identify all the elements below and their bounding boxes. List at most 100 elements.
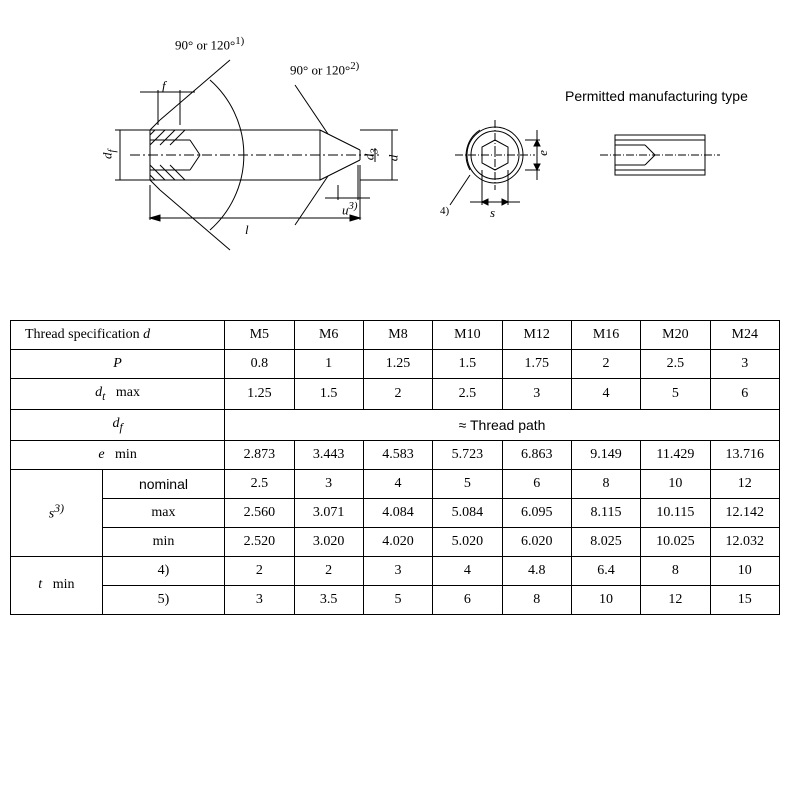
label-s: s3) <box>11 469 103 556</box>
sub-nominal: nominal <box>102 469 224 498</box>
cell: 5 <box>433 469 502 498</box>
cell: 8 <box>641 556 710 585</box>
row-t-4: t min 4) 2 2 3 4 4.8 6.4 8 10 <box>11 556 780 585</box>
cell: 12.142 <box>710 498 779 527</box>
row-s-max: max 2.560 3.071 4.084 5.084 6.095 8.115 … <box>11 498 780 527</box>
col-h-2: M8 <box>363 321 432 350</box>
cell: 12.032 <box>710 527 779 556</box>
cell: 11.429 <box>641 440 710 469</box>
cell: 10 <box>710 556 779 585</box>
col-h-3: M10 <box>433 321 502 350</box>
col-h-7: M24 <box>710 321 779 350</box>
sub-5: 5) <box>102 585 224 614</box>
row-s-min: min 2.520 3.020 4.020 5.020 6.020 8.025 … <box>11 527 780 556</box>
col-h-1: M6 <box>294 321 363 350</box>
cell: 2 <box>225 556 294 585</box>
dim-s: s <box>490 205 495 221</box>
cell: 1.75 <box>502 350 571 379</box>
cell: 2.873 <box>225 440 294 469</box>
cell: 8 <box>502 585 571 614</box>
cell: 8 <box>571 469 640 498</box>
row-df: df ≈ Thread path <box>11 409 780 440</box>
col-h-4: M12 <box>502 321 571 350</box>
dim-f: f <box>162 78 166 94</box>
row-dt-max: dt max 1.25 1.5 2 2.5 3 4 5 6 <box>11 379 780 410</box>
angle-label-2: 90° or 120°2) <box>290 60 359 78</box>
permitted-view <box>600 120 730 200</box>
cell: 6 <box>710 379 779 410</box>
cell: 1.5 <box>433 350 502 379</box>
df-note: ≈ Thread path <box>225 409 780 440</box>
cell: 5 <box>641 379 710 410</box>
cell: 0.8 <box>225 350 294 379</box>
cell: 12 <box>641 585 710 614</box>
cell: 2.560 <box>225 498 294 527</box>
cell: 6.020 <box>502 527 571 556</box>
front-hex-view <box>440 110 570 240</box>
cell: 6.4 <box>571 556 640 585</box>
cell: 3.5 <box>294 585 363 614</box>
dim-d3: d3 <box>362 148 381 160</box>
cell: 10.025 <box>641 527 710 556</box>
angle-label-1: 90° or 120°1) <box>175 35 244 53</box>
sub-max: max <box>102 498 224 527</box>
dim-4: 4) <box>440 205 449 217</box>
cell: 9.149 <box>571 440 640 469</box>
cell: 2.520 <box>225 527 294 556</box>
cell: 3.443 <box>294 440 363 469</box>
cell: 13.716 <box>710 440 779 469</box>
cell: 5.020 <box>433 527 502 556</box>
cell: 2 <box>571 350 640 379</box>
row-s-nominal: s3) nominal 2.5 3 4 5 6 8 10 12 <box>11 469 780 498</box>
cell: 10 <box>641 469 710 498</box>
dim-l: l <box>245 222 249 238</box>
cell: 4.8 <box>502 556 571 585</box>
header-row: Thread specification d M5 M6 M8 M10 M12 … <box>11 321 780 350</box>
col-h-0: M5 <box>225 321 294 350</box>
spec-table: Thread specification d M5 M6 M8 M10 M12 … <box>10 320 780 615</box>
cell: 6 <box>502 469 571 498</box>
cell: 5 <box>363 585 432 614</box>
cell: 3 <box>294 469 363 498</box>
label-t: t min <box>11 556 103 614</box>
cell: 12 <box>710 469 779 498</box>
cell: 6 <box>433 585 502 614</box>
cell: 15 <box>710 585 779 614</box>
row-P: P 0.8 1 1.25 1.5 1.75 2 2.5 3 <box>11 350 780 379</box>
col-h-5: M16 <box>571 321 640 350</box>
cell: 3 <box>502 379 571 410</box>
cell: 3 <box>710 350 779 379</box>
cell: 4 <box>433 556 502 585</box>
cell: 3.071 <box>294 498 363 527</box>
dim-df: df <box>99 150 118 160</box>
cell: 8.025 <box>571 527 640 556</box>
cell: 2.5 <box>433 379 502 410</box>
cell: 2.5 <box>225 469 294 498</box>
cell: 10 <box>571 585 640 614</box>
label-dt: dt max <box>11 379 225 410</box>
cell: 4.084 <box>363 498 432 527</box>
cell: 3 <box>363 556 432 585</box>
cell: 1.5 <box>294 379 363 410</box>
cell: 6.863 <box>502 440 571 469</box>
cell: 10.115 <box>641 498 710 527</box>
cell: 6.095 <box>502 498 571 527</box>
permitted-label: Permitted manufacturing type <box>565 88 748 104</box>
row-t-5: 5) 3 3.5 5 6 8 10 12 15 <box>11 585 780 614</box>
cell: 4 <box>363 469 432 498</box>
label-df: df <box>11 409 225 440</box>
technical-drawing-area: 90° or 120°1) 90° or 120°2) f df d3 d u3… <box>0 0 790 280</box>
cell: 1.25 <box>363 350 432 379</box>
cell: 3 <box>225 585 294 614</box>
col-h-6: M20 <box>641 321 710 350</box>
cell: 1 <box>294 350 363 379</box>
cell: 2 <box>363 379 432 410</box>
cell: 4.583 <box>363 440 432 469</box>
cell: 4 <box>571 379 640 410</box>
cell: 3.020 <box>294 527 363 556</box>
cell: 2 <box>294 556 363 585</box>
dim-e: e <box>535 150 551 156</box>
sub-min: min <box>102 527 224 556</box>
row-e-min: e min 2.873 3.443 4.583 5.723 6.863 9.14… <box>11 440 780 469</box>
dim-d: d <box>385 155 401 162</box>
